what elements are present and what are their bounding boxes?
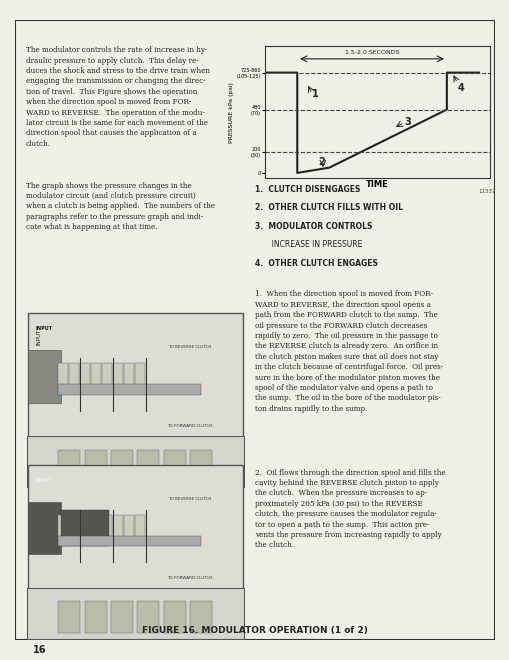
Text: The modulator controls the rate of increase in hy-
draulic pressure to apply clu: The modulator controls the rate of incre…: [25, 46, 209, 148]
Bar: [27, 502, 61, 554]
Text: 1: 1: [312, 88, 318, 99]
Bar: [135, 363, 145, 389]
Bar: [113, 515, 123, 541]
Bar: [27, 350, 61, 403]
X-axis label: TIME: TIME: [365, 180, 388, 189]
Bar: [124, 515, 134, 541]
Bar: [189, 601, 212, 633]
Text: INCREASE IN PRESSURE: INCREASE IN PRESSURE: [254, 240, 362, 249]
Text: TO FORWARD CLUTCH: TO FORWARD CLUTCH: [167, 576, 212, 580]
Text: INPUT: INPUT: [36, 329, 41, 345]
Text: 2.  OTHER CLUTCH FILLS WITH OIL: 2. OTHER CLUTCH FILLS WITH OIL: [254, 203, 402, 213]
Bar: [84, 449, 106, 481]
Bar: [69, 363, 79, 389]
Text: 4: 4: [457, 83, 463, 94]
Bar: [135, 515, 145, 541]
Bar: [91, 363, 101, 389]
Text: INPUT: INPUT: [36, 478, 52, 483]
Text: TO REVERSE CLUTCH: TO REVERSE CLUTCH: [168, 345, 211, 349]
Bar: [59, 515, 68, 541]
Text: 11337: 11337: [478, 189, 495, 194]
Bar: [91, 515, 101, 541]
Bar: [189, 449, 212, 481]
Bar: [111, 601, 133, 633]
Text: 1.  When the direction spool is moved from FOR-
WARD to REVERSE, the direction s: 1. When the direction spool is moved fro…: [254, 290, 442, 412]
Bar: [59, 449, 80, 481]
Text: 2: 2: [318, 157, 325, 168]
Bar: [84, 601, 106, 633]
Y-axis label: PRESSURE kPa (psi): PRESSURE kPa (psi): [229, 82, 234, 143]
Text: 3: 3: [403, 117, 410, 127]
Text: FIGURE 16. MODULATOR OPERATION (1 of 2): FIGURE 16. MODULATOR OPERATION (1 of 2): [142, 626, 367, 635]
Text: The graph shows the pressure changes in the
modulator circuit (and clutch pressu: The graph shows the pressure changes in …: [25, 182, 214, 231]
Bar: [137, 601, 159, 633]
Text: TO FORWARD CLUTCH: TO FORWARD CLUTCH: [167, 424, 212, 428]
Text: 3.  MODULATOR CONTROLS: 3. MODULATOR CONTROLS: [254, 222, 372, 231]
Bar: [80, 363, 90, 389]
Bar: [69, 515, 79, 541]
Bar: [61, 510, 108, 546]
Bar: [59, 363, 68, 389]
Bar: [102, 515, 112, 541]
Bar: [124, 363, 134, 389]
Text: TO REVERSE CLUTCH: TO REVERSE CLUTCH: [168, 497, 211, 501]
Bar: [59, 384, 201, 395]
Bar: [163, 449, 185, 481]
Bar: [80, 515, 90, 541]
Bar: [163, 601, 185, 633]
Bar: [111, 449, 133, 481]
Text: INPUT: INPUT: [36, 326, 52, 331]
Text: 16: 16: [33, 645, 46, 655]
Text: 1.5-2.0 SECONDS: 1.5-2.0 SECONDS: [344, 50, 399, 55]
Bar: [102, 363, 112, 389]
Bar: [59, 601, 80, 633]
Text: 1.  CLUTCH DISENGAGES: 1. CLUTCH DISENGAGES: [254, 185, 360, 194]
Bar: [137, 449, 159, 481]
Text: 4.  OTHER CLUTCH ENGAGES: 4. OTHER CLUTCH ENGAGES: [254, 259, 377, 268]
Text: 2.  Oil flows through the direction spool and fills the
cavity behind the REVERS: 2. Oil flows through the direction spool…: [254, 469, 445, 549]
Bar: [59, 536, 201, 546]
Bar: [113, 363, 123, 389]
